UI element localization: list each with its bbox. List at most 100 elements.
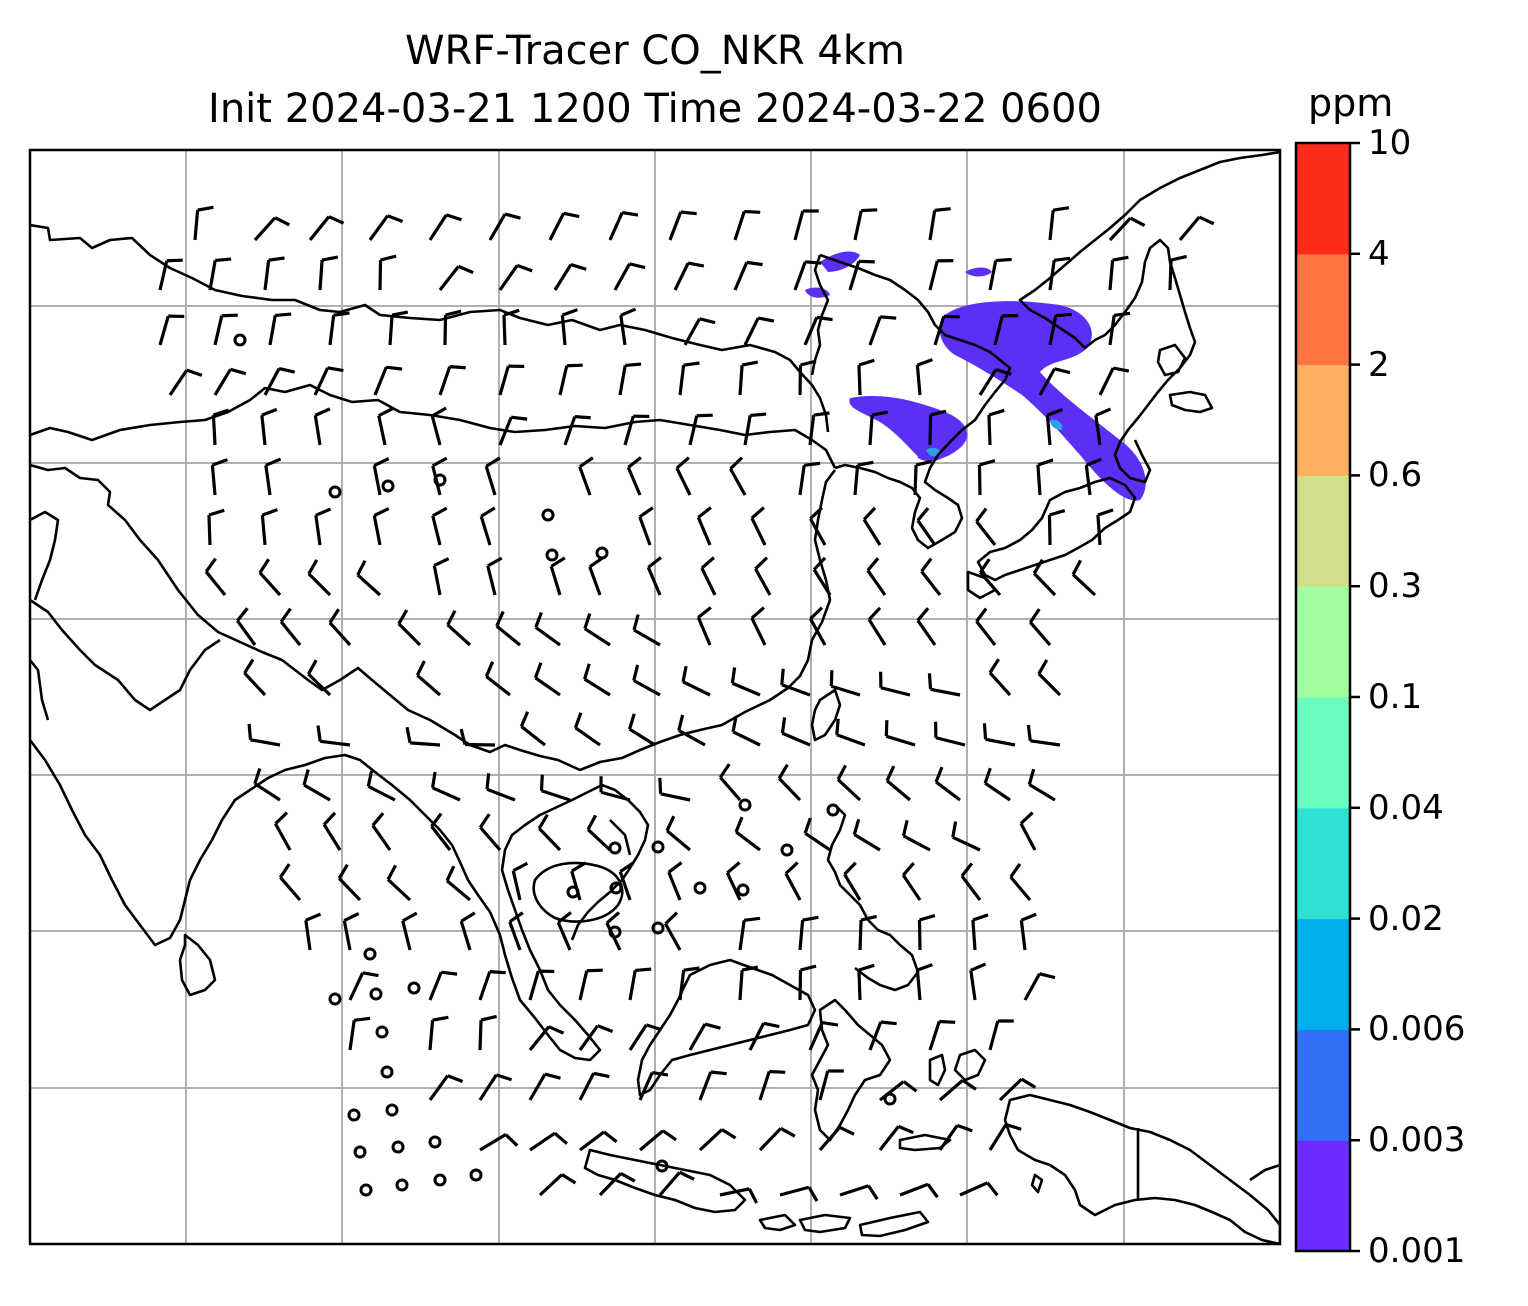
wind-barb — [868, 315, 897, 346]
colorbar-segment — [1296, 807, 1350, 920]
calm-wind-marker — [375, 1025, 389, 1039]
wind-barb — [626, 456, 642, 496]
wind-barb — [207, 508, 225, 546]
wind-barb — [743, 412, 767, 446]
wind-barb — [1019, 912, 1037, 951]
calm-wind-marker — [328, 992, 342, 1006]
wind-barb — [729, 456, 747, 496]
wind-barb — [1108, 311, 1131, 346]
wind-barb — [553, 263, 587, 291]
wind-barb — [933, 314, 960, 346]
wind-barb — [529, 1131, 568, 1152]
wind-barb — [1048, 256, 1071, 291]
calm-wind-marker — [359, 1183, 373, 1197]
wind-barb — [1028, 608, 1052, 647]
wind-barb — [920, 557, 942, 596]
wind-barb — [528, 969, 555, 1001]
wind-barb — [665, 815, 692, 852]
colorbar-tick-label: 0.1 — [1368, 677, 1423, 717]
wind-barb — [563, 415, 591, 446]
calm-wind-marker — [780, 843, 794, 857]
wind-barb — [696, 606, 712, 646]
wind-barb — [432, 557, 450, 596]
wind-barb — [204, 557, 227, 597]
calm-wind-markers — [233, 333, 897, 1197]
colorbar-tick-label: 0.003 — [1368, 1120, 1466, 1161]
wind-barb — [397, 609, 422, 647]
wind-barb — [951, 821, 981, 852]
map-frame — [28, 148, 1282, 1246]
wind-barb — [758, 1127, 796, 1152]
wind-barb — [698, 1128, 737, 1152]
wind-barb — [673, 261, 705, 291]
colorbar-segment — [1296, 143, 1350, 255]
wind-barb — [486, 556, 503, 596]
wind-barb — [638, 506, 654, 546]
wind-barb — [268, 312, 292, 346]
wind-barb — [1084, 457, 1102, 496]
wind-barb — [866, 557, 887, 596]
wind-barb — [495, 610, 522, 647]
calm-wind-marker — [545, 548, 559, 562]
wind-barb — [632, 664, 661, 697]
wind-barb — [484, 456, 501, 496]
wind-barb — [211, 408, 230, 446]
calm-wind-marker — [381, 479, 395, 493]
wind-barb — [583, 612, 611, 647]
colorbar-tick-label: 10 — [1368, 123, 1412, 163]
calm-wind-marker — [428, 1135, 442, 1149]
wind-barb — [618, 861, 635, 901]
wind-barb — [675, 456, 692, 496]
calm-wind-marker — [363, 947, 377, 961]
wind-barb — [754, 556, 772, 596]
colorbar-segment — [1296, 253, 1350, 366]
wind-barb — [264, 457, 282, 496]
colorbar-tick-label: 2 — [1368, 344, 1390, 385]
wind-barb — [588, 556, 604, 596]
wind-barb — [632, 614, 661, 647]
wind-barb — [1048, 206, 1070, 241]
wind-barb — [725, 861, 742, 901]
wind-barb — [915, 963, 933, 1001]
wind-barb — [263, 256, 285, 291]
wind-barb — [372, 507, 390, 546]
wind-barb — [498, 415, 528, 446]
wind-barb — [628, 967, 652, 1001]
wind-barb — [758, 1069, 786, 1101]
wind-barb — [668, 210, 697, 241]
wind-barb — [913, 459, 932, 496]
wind-barb — [213, 367, 247, 396]
wind-barb — [677, 714, 706, 747]
colorbar-segment — [1296, 364, 1350, 476]
wind-barb — [548, 211, 580, 241]
wind-barb — [558, 363, 583, 396]
wind-barb — [247, 723, 281, 747]
wind-barb — [213, 313, 238, 346]
wind-barb — [658, 777, 691, 802]
wind-barb — [372, 457, 390, 496]
wind-barb — [168, 368, 203, 396]
wind-barb — [348, 971, 379, 1001]
wind-barb — [328, 311, 350, 346]
wind-barb — [578, 1024, 614, 1051]
wind-barb — [848, 259, 875, 291]
wind-barb — [733, 209, 761, 241]
wind-barb — [731, 715, 761, 747]
wind-barb — [738, 360, 759, 396]
wind-barb — [853, 208, 878, 241]
wind-barb — [578, 1071, 610, 1101]
map-gridlines — [30, 150, 1280, 1244]
wind-barb — [498, 263, 533, 291]
wind-barb — [279, 607, 302, 647]
calm-wind-marker — [826, 803, 840, 817]
wind-barb — [988, 257, 1012, 291]
wind-barb — [1071, 559, 1097, 597]
colorbar-segment — [1296, 1029, 1350, 1141]
wind-barb — [836, 764, 862, 802]
calm-wind-marker — [883, 1092, 897, 1106]
wind-barb — [1045, 408, 1063, 446]
wind-barb — [260, 508, 278, 546]
calm-wind-marker — [655, 1159, 669, 1173]
colorbar-unit-label: ppm — [1308, 81, 1394, 125]
